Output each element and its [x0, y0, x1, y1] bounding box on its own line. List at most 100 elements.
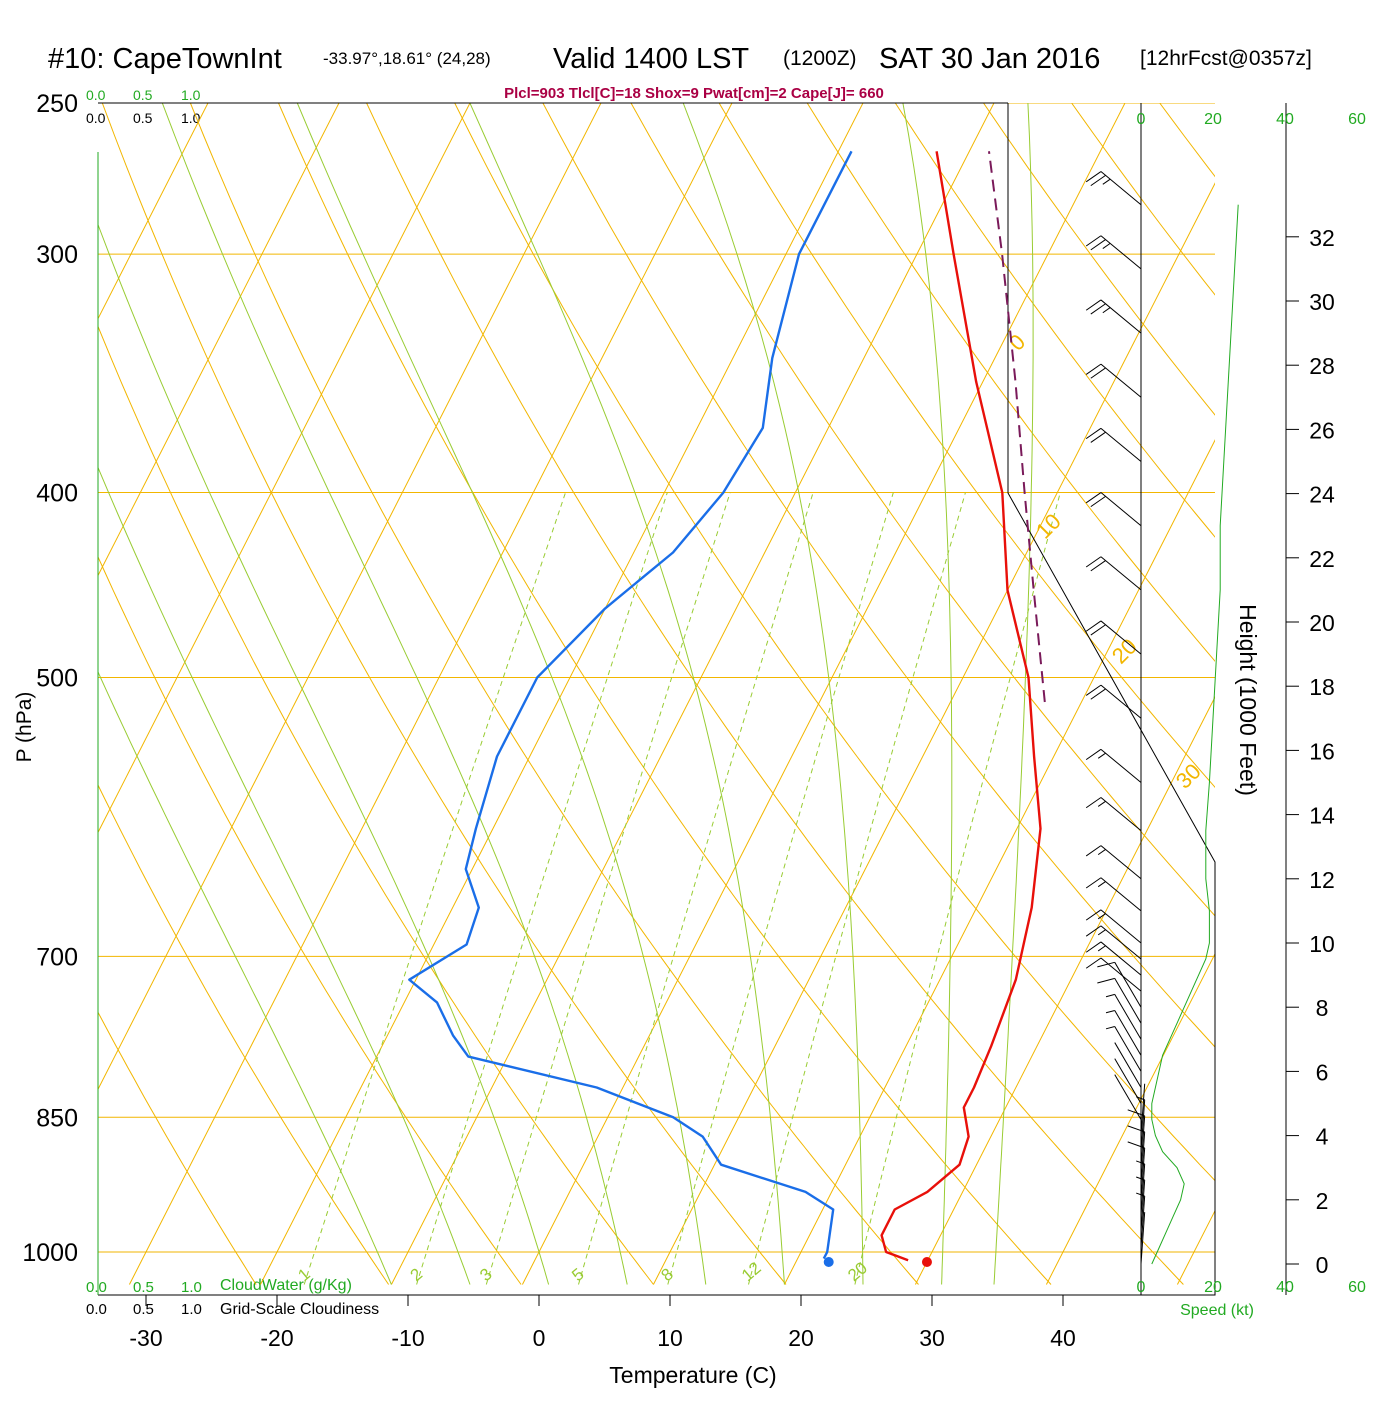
mixing-ratio-line	[749, 493, 966, 1285]
speed-top-tick: 60	[1348, 111, 1366, 128]
barb-flag	[1098, 753, 1105, 758]
mixing-ratio-label: 20	[844, 1258, 871, 1285]
speed-bottom-tick: 60	[1348, 1279, 1366, 1296]
barb-flag	[1103, 179, 1110, 184]
wind-barb	[1086, 428, 1141, 461]
barb-staff	[1101, 926, 1141, 959]
p-tick-label: 300	[36, 241, 78, 269]
mixing-ratio-line	[668, 493, 894, 1285]
height-tick-label: 32	[1309, 225, 1335, 251]
speed-bottom-tick: 20	[1204, 1279, 1222, 1296]
barb-staff	[1101, 749, 1141, 782]
dry-adiabat	[787, 69, 1400, 1284]
moist-adiabat	[670, 69, 863, 1284]
speed-bottom-tick: 0	[1137, 1279, 1146, 1296]
station-title: #10: CapeTownInt	[48, 43, 282, 75]
x-tick-label: 20	[788, 1325, 814, 1351]
surface-dewpoint-dot	[824, 1257, 834, 1267]
x-axis-title: Temperature (C)	[609, 1362, 776, 1388]
wind-barb	[1086, 236, 1141, 269]
mixing-ratio-label: 5	[568, 1264, 587, 1285]
barb-staff	[1101, 557, 1141, 590]
x-tick-label: -30	[129, 1325, 162, 1351]
barb-flag	[1106, 1010, 1115, 1012]
bot-cl-tick-2: 1.0	[181, 1301, 202, 1318]
mixing-ratio-line	[304, 493, 565, 1285]
cloudwater-label: CloudWater (g/Kg)	[220, 1277, 352, 1294]
dry-adiabat	[612, 69, 1400, 1284]
stats-line: Plcl=903 Tlcl[C]=18 Shox=9 Pwat[cm]=2 Ca…	[504, 85, 884, 102]
barb-flag	[1097, 978, 1114, 983]
isotherm-line	[653, 69, 1273, 1284]
y-axis-title: P (hPa)	[13, 692, 36, 763]
barb-staff	[1101, 493, 1141, 526]
height-tick-label: 30	[1309, 289, 1335, 315]
p-tick-label: 850	[36, 1104, 78, 1132]
barb-flag	[1098, 882, 1105, 887]
height-tick-label: 2	[1316, 1188, 1329, 1214]
height-tick-label: 0	[1316, 1252, 1329, 1278]
height-tick-label: 26	[1309, 417, 1335, 443]
height-tick-label: 28	[1309, 353, 1335, 379]
top-cloudwater-scale: 0.0 0.5 1.0	[86, 87, 201, 103]
wind-barb	[1106, 994, 1141, 1039]
dry-adiabat	[177, 69, 919, 1284]
barb-staff	[1101, 797, 1141, 830]
wind-barb	[1086, 364, 1141, 397]
barb-flag	[1103, 308, 1110, 313]
zulu-time: (1200Z)	[783, 47, 857, 70]
frame	[98, 103, 1286, 1295]
temperature-line	[882, 151, 1041, 1260]
barb-staff	[1101, 300, 1141, 333]
wind-barb	[1086, 797, 1141, 830]
wind-barb	[1086, 300, 1141, 333]
speed-axis-title: Speed (kt)	[1180, 1302, 1254, 1319]
barb-flag	[1098, 946, 1105, 951]
barb-flag	[1098, 849, 1105, 854]
wind-barb	[1106, 1027, 1141, 1072]
bot-cw-tick-2: 1.0	[181, 1279, 202, 1296]
isotherm-line	[0, 69, 618, 1284]
barb-flag	[1098, 930, 1105, 935]
x-tick-label: 30	[919, 1325, 945, 1351]
barb-staff	[1101, 878, 1141, 911]
mixing-ratio-line	[417, 493, 668, 1285]
mixing-ratio-line	[579, 493, 814, 1285]
wind-speed-profile	[1152, 205, 1238, 1264]
dry-adiabat	[1135, 69, 1400, 1284]
x-tick-label: -10	[391, 1325, 424, 1351]
moist-adiabat	[896, 69, 951, 1284]
height-tick-label: 14	[1309, 803, 1335, 829]
isotherm-line	[1046, 69, 1400, 1284]
speed-top-tick: 40	[1276, 111, 1294, 128]
mixing-ratio-label: 12	[738, 1258, 765, 1285]
wind-barb	[1086, 878, 1141, 911]
isotherm-line	[260, 69, 880, 1284]
dry-adiabat	[1048, 69, 1400, 1284]
speed-bottom-tick: 40	[1276, 1279, 1294, 1296]
height-tick-label: 20	[1309, 610, 1335, 636]
top-cloudiness-scale: 0.0 0.5 1.0	[86, 110, 201, 126]
top-cw-tick-0: 0.0	[86, 87, 106, 103]
barb-flag	[1098, 801, 1105, 806]
forecast-info: [12hrFcst@0357z]	[1140, 47, 1312, 70]
barb-flag	[1103, 243, 1110, 248]
height-tick-label: 12	[1309, 867, 1335, 893]
x-tick-label: -20	[260, 1325, 293, 1351]
isotherm-line	[391, 69, 1011, 1284]
height-tick-label: 24	[1309, 482, 1335, 508]
dry-adiabat	[0, 69, 521, 1284]
height-tick-label: 10	[1309, 931, 1335, 957]
p-tick-label: 400	[36, 480, 78, 508]
barb-flag	[1106, 994, 1115, 996]
bottom-cloudiness-legend: 0.0 0.5 1.0 Grid-Scale Cloudiness	[86, 1301, 379, 1318]
height-tick-label: 4	[1316, 1124, 1329, 1150]
top-cw-tick-1: 0.5	[133, 87, 153, 103]
cloudiness-label: Grid-Scale Cloudiness	[220, 1301, 379, 1318]
barb-staff	[1101, 236, 1141, 269]
bot-cw-tick-0: 0.0	[86, 1279, 107, 1296]
barb-staff	[1101, 685, 1141, 718]
speed-top-tick: 20	[1204, 111, 1222, 128]
